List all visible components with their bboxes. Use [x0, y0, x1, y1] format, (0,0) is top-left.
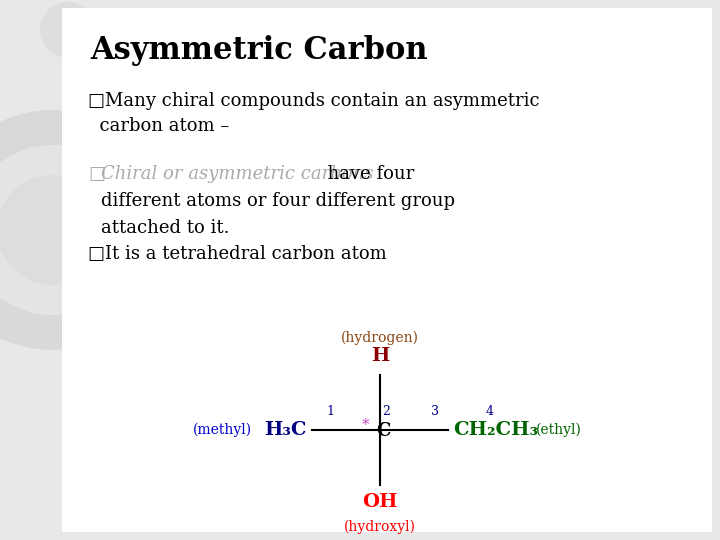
Circle shape [0, 110, 172, 350]
FancyBboxPatch shape [62, 8, 712, 532]
Text: □: □ [88, 165, 105, 183]
Text: attached to it.: attached to it. [101, 219, 230, 237]
Text: □Many chiral compounds contain an asymmetric
  carbon atom –: □Many chiral compounds contain an asymme… [88, 92, 539, 135]
Text: C: C [376, 422, 390, 440]
Text: different atoms or four different group: different atoms or four different group [101, 192, 455, 210]
Text: (ethyl): (ethyl) [536, 423, 582, 437]
Text: H: H [371, 347, 390, 365]
Text: OH: OH [362, 493, 397, 511]
Text: (methyl): (methyl) [193, 423, 252, 437]
Text: 3: 3 [431, 405, 439, 418]
Circle shape [0, 145, 137, 315]
Text: 4: 4 [486, 405, 494, 418]
Text: 2: 2 [382, 405, 390, 418]
Text: H₃C: H₃C [264, 421, 307, 439]
Text: *: * [362, 418, 370, 432]
Text: 1: 1 [326, 405, 334, 418]
Text: CH₂CH₃: CH₂CH₃ [453, 421, 538, 439]
Text: Chiral or asymmetric carbons: Chiral or asymmetric carbons [101, 165, 374, 183]
Text: have four: have four [316, 165, 414, 183]
Text: Asymmetric Carbon: Asymmetric Carbon [90, 35, 428, 66]
Text: (hydrogen): (hydrogen) [341, 330, 419, 345]
Circle shape [0, 175, 107, 285]
Circle shape [40, 2, 96, 58]
Text: (hydroxyl): (hydroxyl) [344, 520, 416, 535]
Text: □It is a tetrahedral carbon atom: □It is a tetrahedral carbon atom [88, 245, 387, 263]
